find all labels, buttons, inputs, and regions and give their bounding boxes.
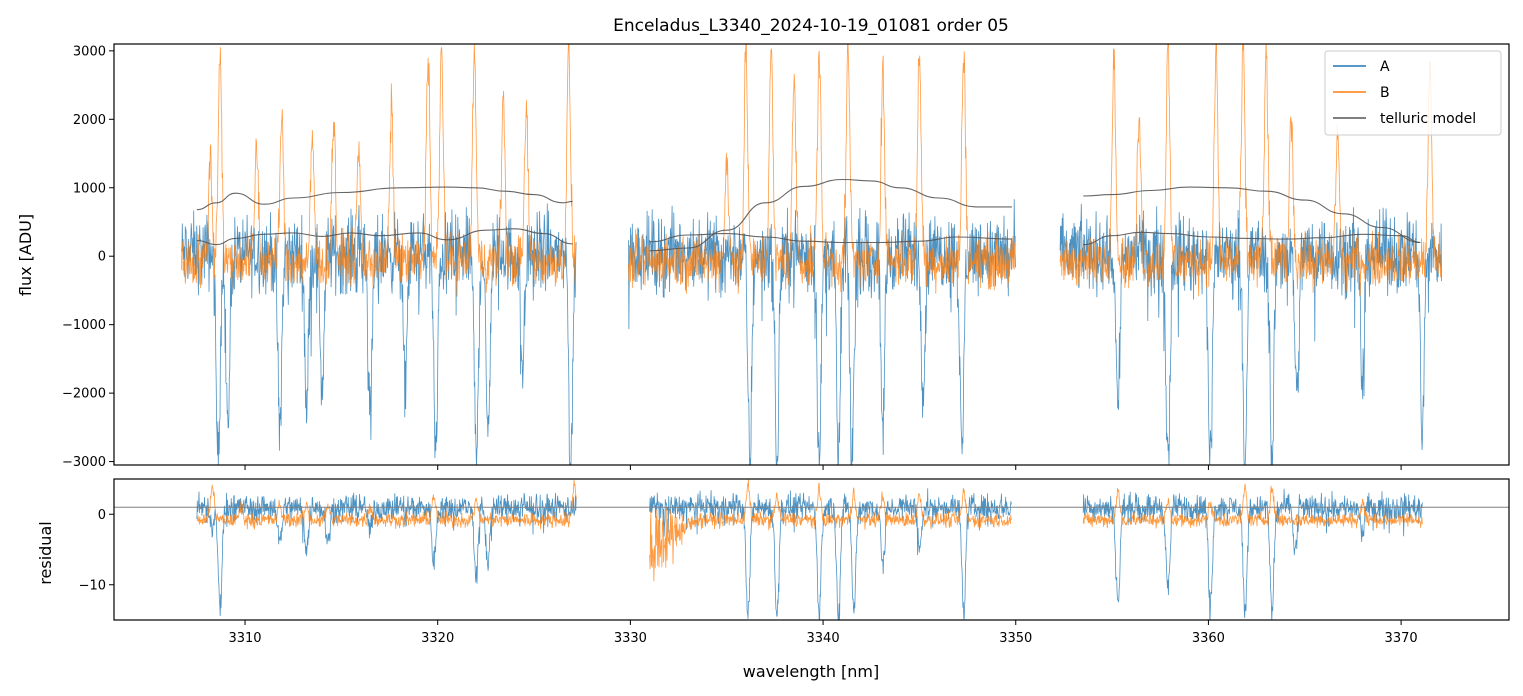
x-tick-label-1: 3320 bbox=[421, 631, 454, 646]
bottom-y-tick-label-0: −10 bbox=[79, 578, 106, 593]
residual-a-segment-1 bbox=[196, 491, 577, 617]
series-a-segment-1 bbox=[181, 203, 577, 465]
residual-b-segment-3 bbox=[1082, 483, 1423, 529]
top-y-axis-label: flux [ADU] bbox=[16, 214, 35, 296]
bottom-y-tick-label-1: 0 bbox=[98, 508, 106, 523]
top-y-tick-label-5: 2000 bbox=[73, 113, 106, 128]
top-y-tick-label-6: 3000 bbox=[73, 44, 106, 59]
residual-a-segment-3 bbox=[1082, 488, 1423, 620]
top-data-layer bbox=[181, 44, 1442, 465]
series-b-segment-1 bbox=[181, 44, 577, 297]
telluric-model-curve-1 bbox=[196, 186, 573, 211]
telluric-model-curve-6 bbox=[1083, 231, 1421, 246]
top-x-ticks bbox=[244, 465, 1402, 470]
top-y-tick-label-2: −1000 bbox=[62, 318, 106, 333]
legend: A B telluric model bbox=[1324, 50, 1502, 136]
x-axis-label: wavelength [nm] bbox=[743, 662, 880, 681]
x-tick-label-4: 3350 bbox=[999, 631, 1032, 646]
residual-b-segment-2 bbox=[649, 479, 1012, 582]
bottom-axes-frame bbox=[113, 478, 1510, 621]
bottom-plot-area: −10 0 3310 3320 3330 3340 3350 3360 3370 residu… bbox=[36, 478, 1510, 681]
top-y-tick-label-1: −2000 bbox=[62, 387, 106, 402]
top-axes-frame bbox=[113, 43, 1510, 466]
legend-label-b: B bbox=[1380, 85, 1390, 101]
telluric-model-curve-5 bbox=[1083, 186, 1421, 244]
bottom-y-ticks: −10 0 bbox=[79, 508, 114, 593]
top-y-tick-label-0: −3000 bbox=[62, 455, 106, 470]
x-tick-label-2: 3330 bbox=[614, 631, 647, 646]
bottom-x-ticks: 3310 3320 3330 3340 3350 3360 3370 bbox=[228, 620, 1418, 646]
series-b-segment-2 bbox=[628, 44, 1016, 294]
x-tick-label-3: 3340 bbox=[807, 631, 840, 646]
residual-b-segment-1 bbox=[196, 479, 577, 530]
series-a-segment-2 bbox=[628, 199, 1016, 465]
x-tick-label-0: 3310 bbox=[228, 631, 261, 646]
telluric-model-curve-4 bbox=[649, 233, 1012, 244]
top-y-ticks: −3000 −2000 −1000 0 1000 2000 3000 bbox=[62, 44, 114, 470]
chart-title: Enceladus_L3340_2024-10-19_01081 order 0… bbox=[613, 16, 1009, 36]
x-tick-label-5: 3360 bbox=[1192, 631, 1225, 646]
bottom-data-layer bbox=[114, 479, 1509, 620]
legend-label-telluric-model: telluric model bbox=[1380, 111, 1476, 127]
top-y-tick-label-3: 0 bbox=[98, 250, 106, 265]
bottom-y-axis-label: residual bbox=[36, 521, 55, 584]
legend-box bbox=[1324, 50, 1502, 136]
x-tick-label-6: 3370 bbox=[1385, 631, 1418, 646]
series-b-segment-3 bbox=[1059, 44, 1442, 297]
legend-label-a: A bbox=[1380, 59, 1390, 75]
top-y-tick-label-4: 1000 bbox=[73, 181, 106, 196]
telluric-model-curve-2 bbox=[196, 228, 573, 246]
